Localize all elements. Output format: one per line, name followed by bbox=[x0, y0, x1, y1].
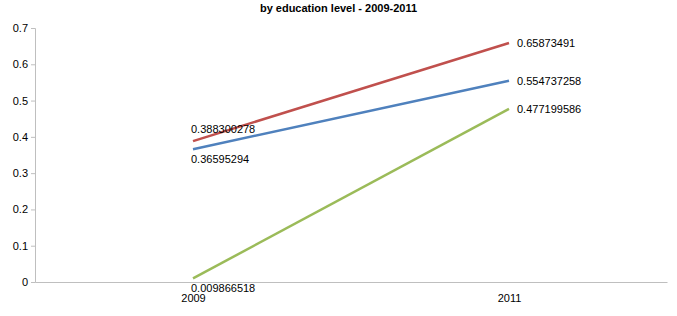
y-tick-label: 0.1 bbox=[13, 240, 28, 252]
y-tick-mark bbox=[31, 137, 35, 138]
plot: 00.10.20.30.40.50.60.7200920110.38830027… bbox=[13, 22, 668, 304]
y-tick: 0 bbox=[22, 276, 35, 288]
data-label: 0.388300278 bbox=[191, 123, 255, 135]
y-tick-label: 0.7 bbox=[13, 22, 28, 34]
data-labels: 0.388300278 0.65873491 0.36595294 0.5547372… bbox=[191, 37, 581, 294]
y-tick-mark bbox=[31, 209, 35, 210]
x-tick: 2011 bbox=[498, 282, 522, 304]
chart-title: by education level - 2009-2011 bbox=[260, 2, 417, 14]
y-tick-label: 0 bbox=[22, 276, 28, 288]
y-tick-label: 0.4 bbox=[13, 131, 28, 143]
y-tick: 0.5 bbox=[13, 95, 35, 107]
x-tick-label: 2011 bbox=[498, 292, 522, 304]
y-tick-label: 0.5 bbox=[13, 95, 28, 107]
y-tick: 0.4 bbox=[13, 131, 35, 143]
y-tick: 0.1 bbox=[13, 240, 35, 252]
data-label: 0.009866518 bbox=[191, 282, 255, 294]
y-tick-label: 0.2 bbox=[13, 203, 28, 215]
data-label: 0.36595294 bbox=[191, 153, 249, 165]
y-tick: 0.3 bbox=[13, 167, 35, 179]
y-tick-mark bbox=[31, 246, 35, 247]
y-tick-mark bbox=[31, 101, 35, 102]
y-tick-mark bbox=[31, 173, 35, 174]
series-line bbox=[193, 81, 509, 150]
y-tick: 0.7 bbox=[13, 22, 35, 34]
y-tick: 0.2 bbox=[13, 203, 35, 215]
y-axis: 0 0.1 0.2 0.3 0.4 0.5 0.6 0.7 bbox=[13, 22, 36, 288]
x-axis: 20092011 bbox=[36, 282, 668, 304]
y-tick-mark bbox=[31, 64, 35, 65]
x-axis-line bbox=[36, 282, 668, 283]
chart: by education level - 2009-2011 0 0.1 0.2 0.3… bbox=[0, 0, 677, 316]
y-axis-line bbox=[31, 29, 36, 283]
data-label: 0.554737258 bbox=[517, 75, 581, 87]
y-tick: 0.6 bbox=[13, 58, 35, 70]
y-tick-mark bbox=[31, 28, 35, 29]
y-tick-mark bbox=[31, 282, 35, 283]
y-tick-label: 0.3 bbox=[13, 167, 28, 179]
y-tick-label: 0.6 bbox=[13, 58, 28, 70]
data-label: 0.477199586 bbox=[517, 103, 581, 115]
data-label: 0.65873491 bbox=[517, 37, 575, 49]
